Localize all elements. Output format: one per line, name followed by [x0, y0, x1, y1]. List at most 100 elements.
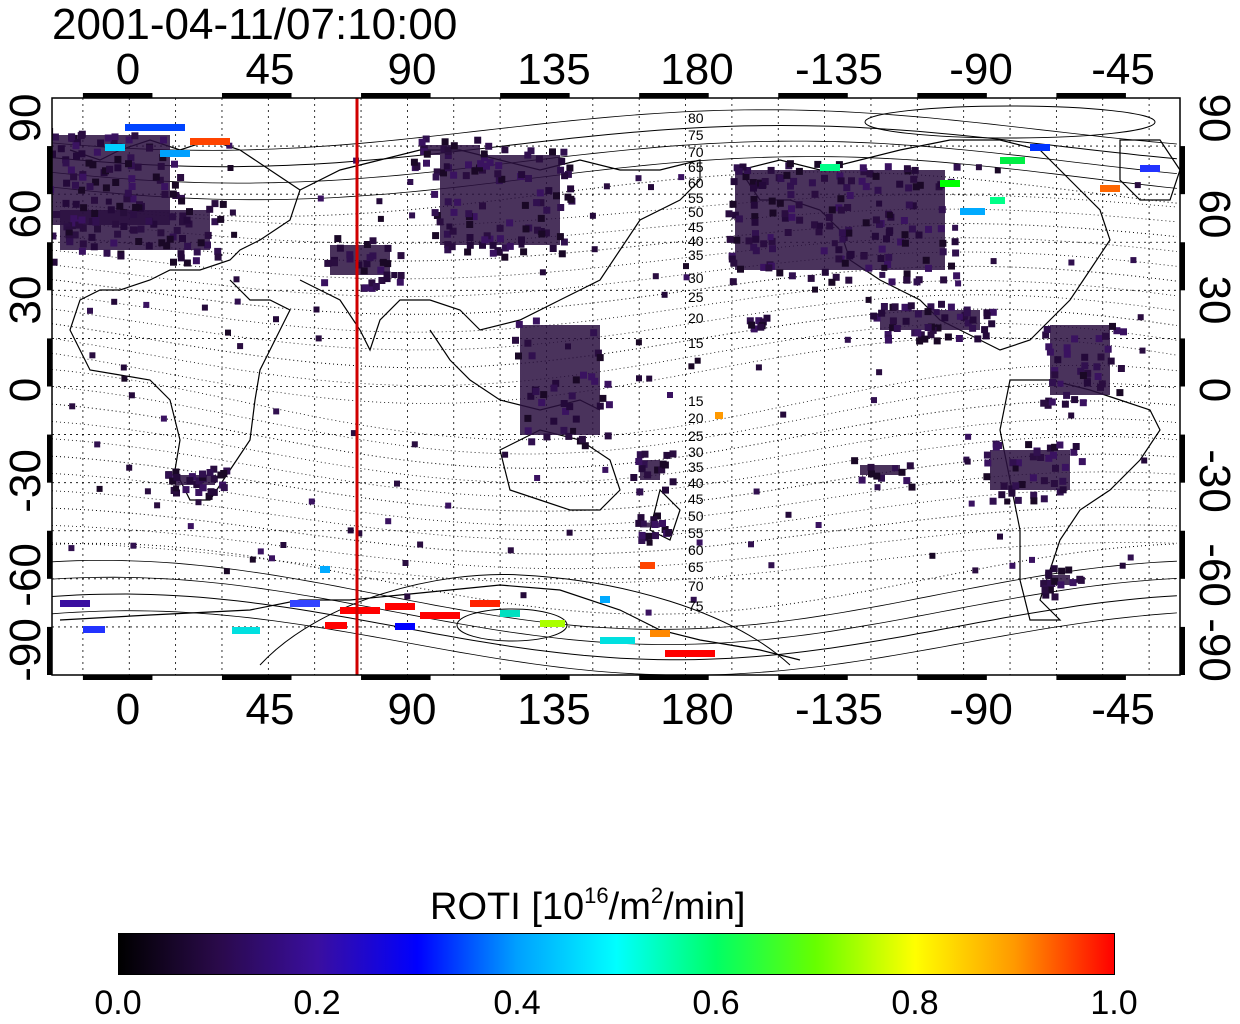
roti-cluster	[640, 522, 660, 528]
roti-cell	[62, 199, 70, 207]
roti-cell	[533, 199, 541, 207]
roti-cell	[8, 167, 15, 174]
roti-cell	[0, 227, 3, 234]
roti-cell-high	[715, 412, 723, 419]
roti-cell	[821, 268, 829, 276]
roti-cell	[179, 235, 186, 242]
roti-cell	[334, 235, 342, 243]
roti-cell	[839, 236, 846, 243]
roti-cell	[501, 253, 509, 261]
x-tick-bottom: 135	[517, 685, 591, 734]
roti-cell	[922, 256, 930, 264]
roti-cell	[908, 225, 916, 233]
roti-cell	[877, 255, 885, 262]
roti-cell	[52, 133, 59, 141]
roti-cell	[1102, 332, 1109, 340]
roti-cell	[413, 163, 421, 170]
roti-cell	[501, 146, 509, 154]
roti-cell	[532, 388, 540, 395]
roti-cell	[790, 177, 798, 185]
roti-cell	[0, 127, 3, 134]
roti-cell	[1025, 441, 1033, 449]
contour-line	[52, 524, 1177, 570]
roti-cell	[376, 198, 383, 205]
roti-cell	[995, 442, 1003, 449]
roti-cell	[0, 164, 5, 171]
roti-cell	[465, 161, 472, 169]
roti-cell-high	[325, 622, 347, 629]
plot-frame	[47, 93, 1185, 680]
contour-line	[52, 453, 1177, 512]
roti-cell	[172, 468, 180, 476]
roti-cell	[1070, 448, 1078, 456]
roti-cell	[161, 183, 169, 191]
roti-cell	[0, 133, 4, 140]
roti-cell	[128, 183, 136, 190]
roti-cell	[372, 283, 380, 290]
roti-cell	[75, 221, 83, 229]
roti-cell	[568, 392, 576, 400]
roti-cell	[489, 249, 497, 257]
roti-cell	[1037, 454, 1045, 461]
roti-cell	[29, 138, 36, 145]
roti-cell	[377, 266, 385, 274]
roti-cell	[872, 216, 880, 224]
roti-cell	[903, 276, 911, 284]
roti-cell	[859, 164, 867, 172]
roti-cell	[776, 199, 784, 207]
x-tick-top: 0	[115, 45, 141, 94]
roti-cell	[9, 141, 16, 148]
x-tick-top: -45	[1091, 45, 1155, 94]
roti-cell	[346, 251, 354, 259]
roti-cell	[963, 309, 971, 317]
roti-cell	[916, 181, 924, 189]
roti-cell	[201, 304, 208, 311]
roti-cell	[1063, 350, 1071, 358]
roti-cell	[195, 477, 203, 485]
roti-cell	[78, 186, 86, 194]
roti-cell	[481, 154, 488, 162]
roti-cell-high	[385, 603, 415, 610]
roti-cell	[566, 164, 574, 172]
roti-cell	[1061, 463, 1069, 471]
roti-cell	[951, 238, 959, 246]
roti-cell	[590, 329, 598, 337]
roti-cell	[878, 309, 886, 317]
roti-cell	[545, 187, 553, 195]
roti-cell	[641, 450, 649, 458]
contour-label: 30	[688, 270, 704, 286]
roti-cell	[1040, 399, 1048, 407]
roti-cell	[1079, 399, 1087, 407]
roti-cell-high	[105, 144, 125, 151]
x-tick-top: -90	[949, 45, 1013, 94]
roti-cell	[129, 226, 137, 234]
roti-cell	[637, 514, 645, 522]
roti-cell	[1051, 593, 1059, 601]
roti-cell	[683, 274, 690, 281]
roti-cell	[1014, 496, 1022, 504]
contour-label: 60	[688, 175, 704, 191]
colorbar-tick: 0.0	[94, 984, 142, 1022]
roti-cell	[862, 183, 870, 191]
roti-cell	[572, 415, 580, 423]
roti-cell	[70, 173, 78, 181]
roti-cell	[431, 190, 439, 198]
roti-cell	[896, 180, 904, 188]
roti-cell	[197, 239, 205, 247]
roti-cell	[160, 136, 167, 144]
roti-cell	[752, 235, 760, 243]
roti-cell	[905, 201, 913, 209]
roti-cell	[1000, 482, 1008, 490]
roti-cell	[969, 316, 977, 324]
roti-cell	[914, 329, 922, 337]
roti-cell	[35, 164, 42, 171]
roti-cell	[1079, 372, 1087, 379]
roti-cell	[752, 230, 759, 238]
roti-cell	[132, 204, 140, 211]
contour-line	[52, 208, 1177, 244]
roti-cell	[570, 427, 577, 434]
roti-cell	[565, 343, 571, 350]
roti-cell	[206, 205, 214, 213]
roti-cell	[872, 172, 880, 180]
roti-cell	[903, 270, 911, 278]
